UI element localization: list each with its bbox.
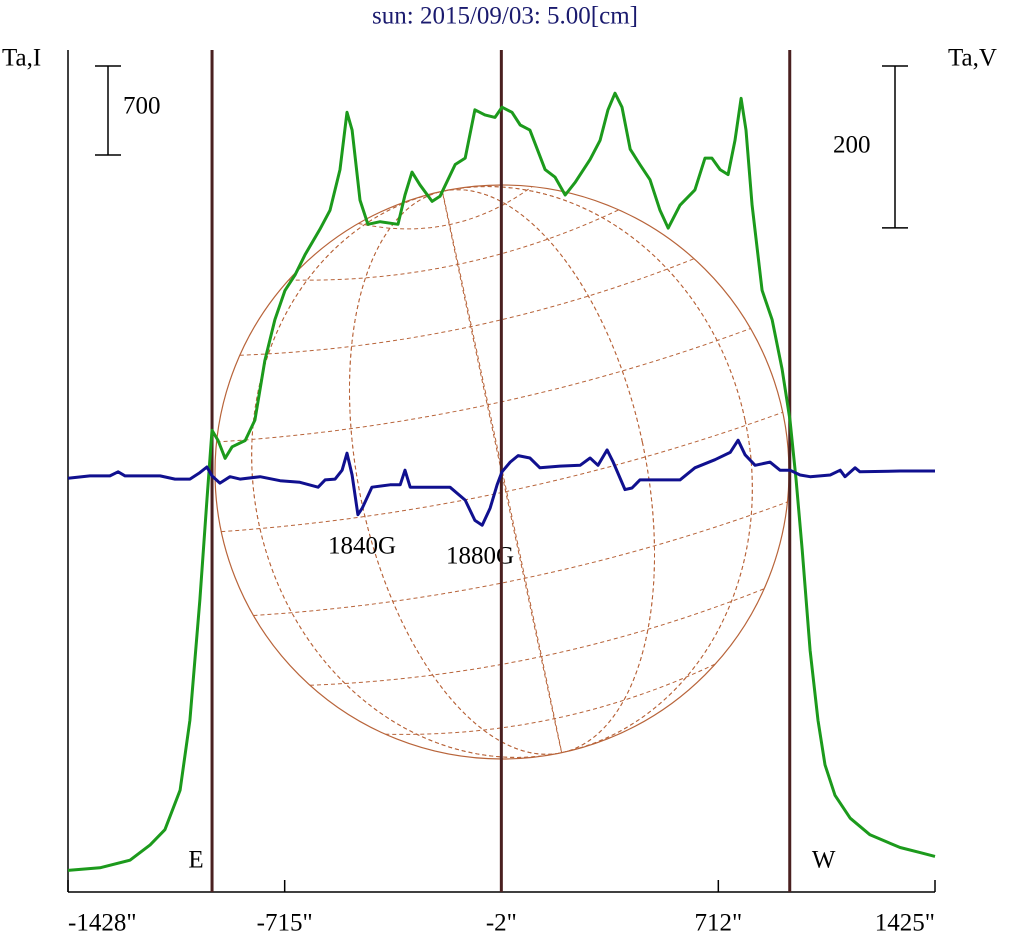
data-line bbox=[67, 438, 935, 527]
scale-bar: 700 bbox=[95, 65, 161, 156]
annotation: 1880G bbox=[446, 543, 514, 570]
scale-bar-label: 700 bbox=[123, 92, 161, 119]
x-tick-label: 1425" bbox=[875, 910, 935, 937]
x-tick-label: 712" bbox=[694, 910, 742, 937]
parallel bbox=[216, 328, 751, 443]
data-line bbox=[67, 91, 936, 872]
reference-label: W bbox=[812, 847, 836, 874]
parallel bbox=[221, 411, 783, 533]
annotation: 1840G bbox=[328, 533, 396, 560]
parallel bbox=[309, 588, 765, 686]
chart-title: sun: 2015/09/03: 5.00[cm] bbox=[372, 3, 638, 30]
reference-label: E bbox=[188, 847, 203, 874]
parallel bbox=[288, 209, 619, 281]
x-tick-label: -2" bbox=[486, 910, 517, 937]
y-axis-label: Ta,I bbox=[2, 45, 41, 72]
parallel bbox=[239, 258, 695, 356]
x-tick-label: -715" bbox=[257, 910, 313, 937]
meridian bbox=[348, 189, 656, 755]
x-tick-label: -1428" bbox=[68, 910, 137, 937]
scale-bar: 200 bbox=[833, 65, 908, 229]
y2-axis-label: Ta,V bbox=[948, 45, 997, 72]
scale-bar-label: 200 bbox=[833, 132, 871, 159]
parallel bbox=[385, 663, 716, 735]
parallel bbox=[358, 186, 533, 230]
parallel bbox=[253, 501, 788, 616]
